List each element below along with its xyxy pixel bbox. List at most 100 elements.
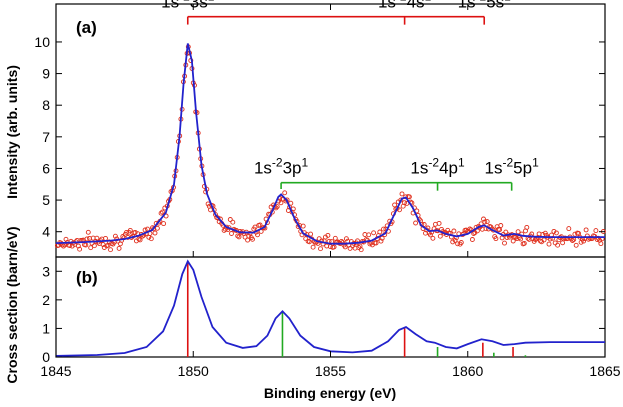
data-point [381,226,386,232]
x-axis-title: Binding energy (eV) [264,385,396,401]
data-point [524,224,530,230]
data-point [318,246,323,252]
data-point [282,190,288,196]
data-point [445,227,451,233]
data-point [493,236,499,242]
data-point [546,241,552,247]
data-point [347,245,353,251]
data-point [257,222,263,228]
data-point [371,230,377,236]
data-point [230,219,236,225]
x-tick-label: 1850 [178,363,209,379]
data-point [325,232,331,238]
data-point [154,225,160,231]
data-point [91,243,97,249]
data-point [555,242,561,248]
data-point [541,237,547,243]
data-point [518,236,524,242]
data-point [373,240,379,246]
data-point [430,235,436,241]
peak-label: 1s-25p1 [485,156,540,178]
data-point [83,242,89,248]
data-point [112,233,118,239]
data-point [379,235,385,241]
data-point [61,243,66,249]
data-point [332,235,338,241]
data-point [553,230,559,236]
data-point [331,244,337,250]
data-point [250,236,255,242]
peak-label: 1s-24p1 [410,156,465,178]
data-point [366,232,372,238]
data-point [306,239,312,245]
data-point [474,228,480,234]
x-tick-label: 1860 [452,363,483,379]
data-point [77,246,83,252]
data-point [452,237,458,243]
axes: 4 5 6 7 8 9 10 0 1 2 3 1845 1850 1855 1860 1865 [34,4,621,379]
data-point [245,237,251,243]
data-point [377,229,383,235]
data-point [342,244,348,250]
data-point [450,239,456,245]
data-point [458,240,464,245]
data-point [406,194,412,200]
y-tick-label-b: 3 [42,263,50,279]
data-point [229,231,234,236]
y-tick-label-a: 6 [42,160,50,176]
data-point [566,226,572,232]
data-point [367,241,373,247]
data-point [274,204,280,210]
data-point [378,238,384,244]
panel-a-label: (a) [76,18,97,37]
data-point [136,236,142,242]
x-tick-label: 1855 [315,363,346,379]
y-tick-label-b: 1 [42,320,50,336]
data-point [161,221,167,227]
data-point [469,237,475,242]
data-point [437,233,443,239]
peak-label: 1s-23s1 [161,0,215,12]
data-point [598,241,604,247]
data-point [152,230,158,236]
y-axis-title-a: Intensity (arb. units) [4,65,20,199]
data-point [498,223,504,228]
data-point [343,236,349,242]
data-point [583,227,589,233]
data-point [137,237,143,243]
panel-a-plot: 1s-23s1 1s-24s1 1s-25s1 1s-23p1 1s-24p1 1s-25… [54,0,606,253]
data-point [581,238,587,244]
cross-section-line [55,259,605,357]
data-point [148,236,154,242]
data-point [127,227,133,233]
data-point [84,236,90,242]
data-point [573,242,579,248]
data-point [392,202,398,208]
panel-a-frame [55,3,606,258]
data-point [213,212,218,218]
y-tick-label-a: 7 [42,129,50,145]
y-tick-label-a: 4 [42,224,50,240]
y-tick-label-b: 2 [42,292,50,308]
panel-b-frame [55,256,606,358]
data-point [158,210,164,216]
y-tick-label-a: 9 [42,66,50,82]
panel-b-plot [55,259,605,357]
data-point [227,217,233,222]
fit-line [55,43,605,245]
x-tick-label: 1845 [40,363,71,379]
peak-label: 1s-24s1 [378,0,432,12]
data-point [427,232,433,238]
y-tick-label-b: 0 [42,349,50,365]
data-point [88,245,94,251]
data-point [116,245,122,251]
data-point [552,240,558,246]
data-point [482,219,488,225]
panel-b-label: (b) [76,268,98,287]
data-point [236,234,242,240]
data-point [570,238,575,243]
peak-label: 1s-25s1 [458,0,512,12]
data-point [503,229,509,235]
data-point [560,240,566,246]
data-point [159,209,165,215]
